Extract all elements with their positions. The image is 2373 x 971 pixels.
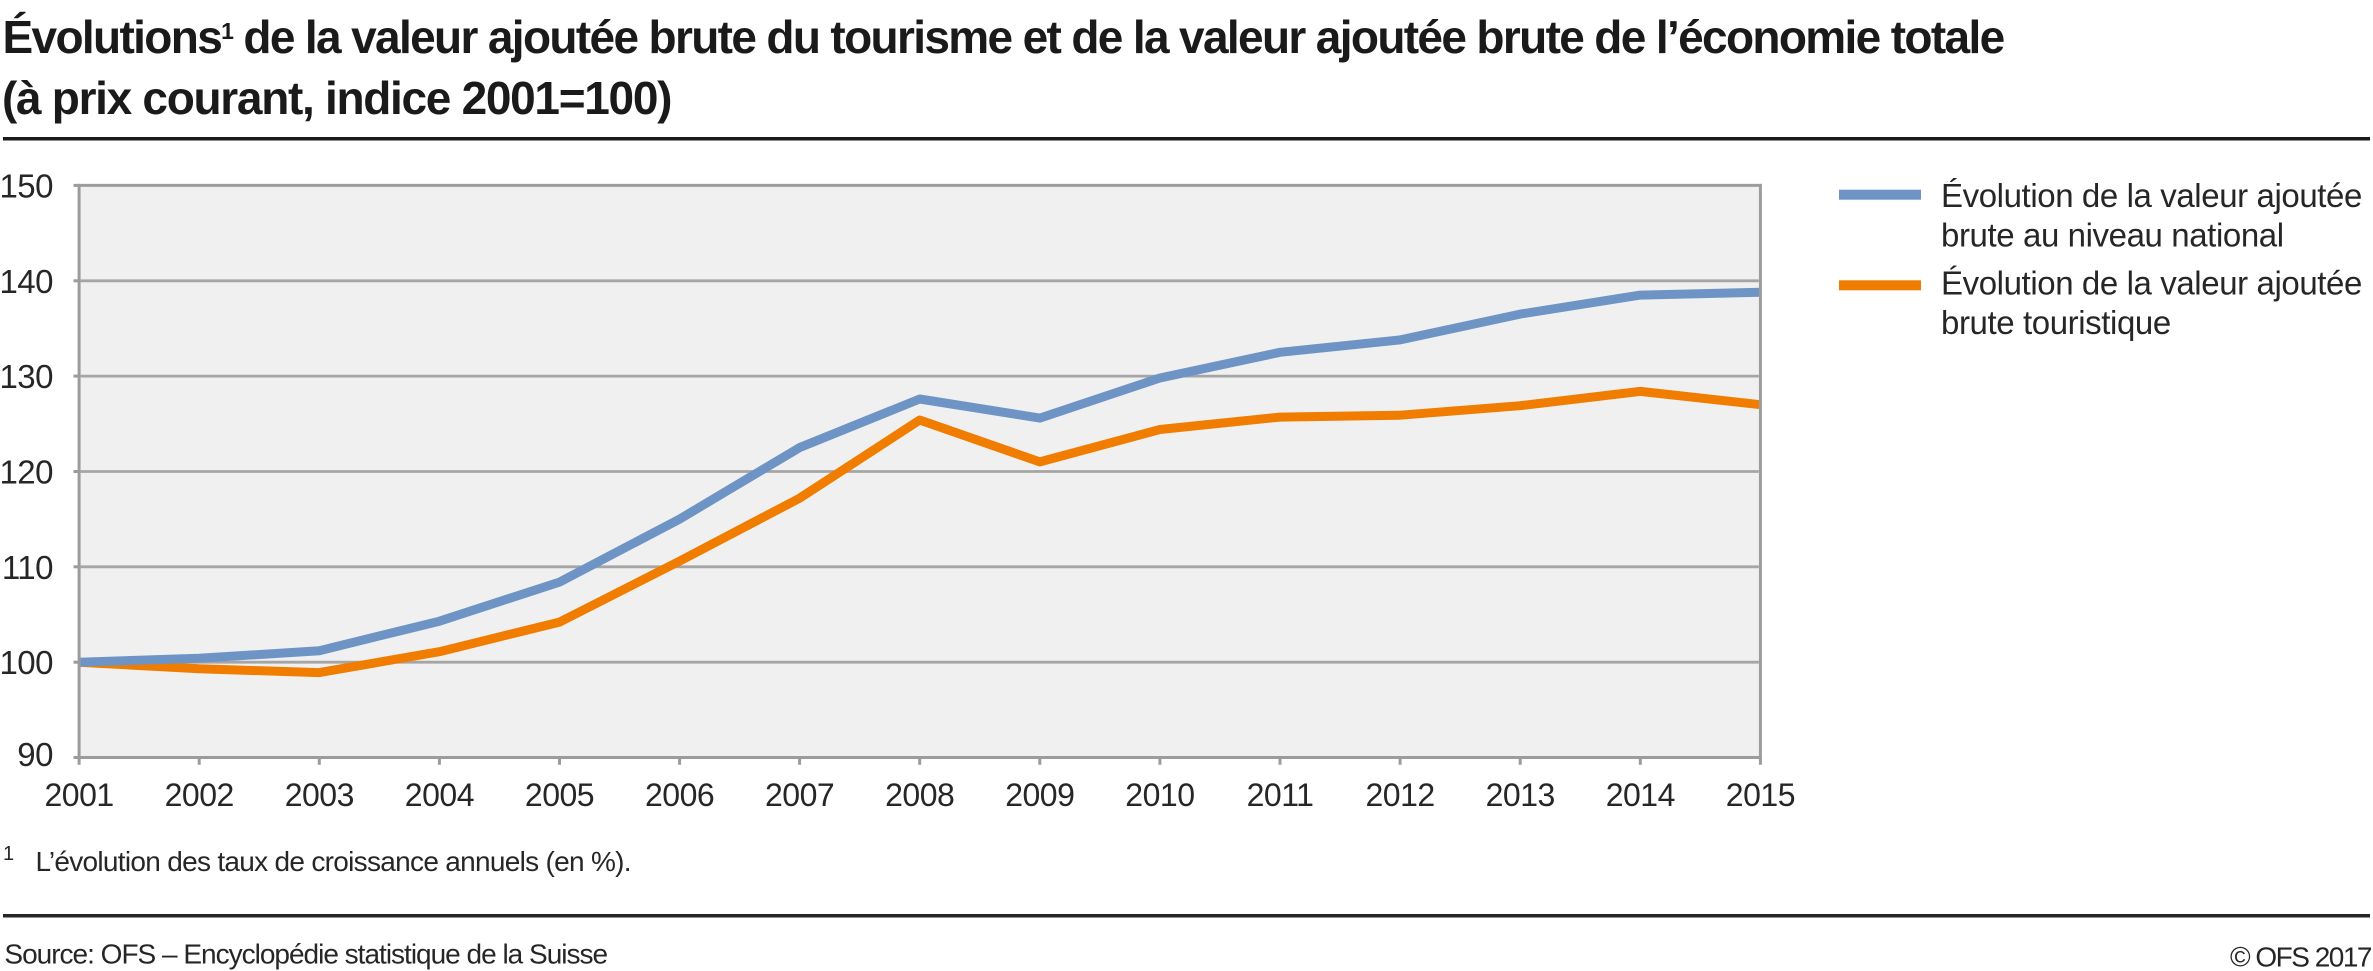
- svg-text:2012: 2012: [1366, 777, 1435, 813]
- svg-text:140: 140: [0, 263, 53, 300]
- svg-text:90: 90: [17, 736, 53, 773]
- svg-text:Évolutions1 de la valeur ajout: Évolutions1 de la valeur ajoutée brute d…: [3, 11, 2005, 63]
- svg-text:Évolution de la valeur ajoutée: Évolution de la valeur ajoutée: [1941, 265, 2362, 302]
- svg-text:2004: 2004: [405, 777, 474, 813]
- svg-text:2014: 2014: [1606, 777, 1675, 813]
- svg-text:150: 150: [0, 167, 53, 204]
- svg-text:2005: 2005: [525, 777, 594, 813]
- svg-text:2007: 2007: [765, 777, 834, 813]
- svg-text:brute au niveau national: brute au niveau national: [1941, 217, 2284, 254]
- svg-text:2009: 2009: [1005, 777, 1074, 813]
- svg-text:2010: 2010: [1125, 777, 1194, 813]
- svg-text:1: 1: [3, 843, 14, 865]
- svg-text:100: 100: [0, 644, 53, 681]
- svg-text:2003: 2003: [285, 777, 354, 813]
- svg-text:2013: 2013: [1486, 777, 1555, 813]
- svg-text:(à prix courant, indice 2001=1: (à prix courant, indice 2001=100): [2, 72, 671, 124]
- svg-text:120: 120: [0, 454, 53, 491]
- svg-text:2008: 2008: [885, 777, 954, 813]
- svg-text:2011: 2011: [1247, 777, 1314, 813]
- svg-text:2001: 2001: [45, 777, 114, 813]
- svg-text:130: 130: [0, 358, 53, 395]
- svg-text:Évolution de la valeur ajoutée: Évolution de la valeur ajoutée: [1941, 177, 2362, 214]
- svg-text:© OFS 2017: © OFS 2017: [2230, 942, 2372, 971]
- svg-text:2006: 2006: [645, 777, 714, 813]
- svg-text:brute touristique: brute touristique: [1941, 304, 2171, 341]
- svg-text:L’évolution des taux de croiss: L’évolution des taux de croissance annue…: [36, 846, 631, 877]
- svg-text:110: 110: [2, 549, 53, 586]
- svg-text:2002: 2002: [165, 777, 234, 813]
- svg-text:Source: OFS – Encyclopédie sta: Source: OFS – Encyclopédie statistique d…: [4, 938, 607, 969]
- svg-text:2015: 2015: [1726, 777, 1795, 813]
